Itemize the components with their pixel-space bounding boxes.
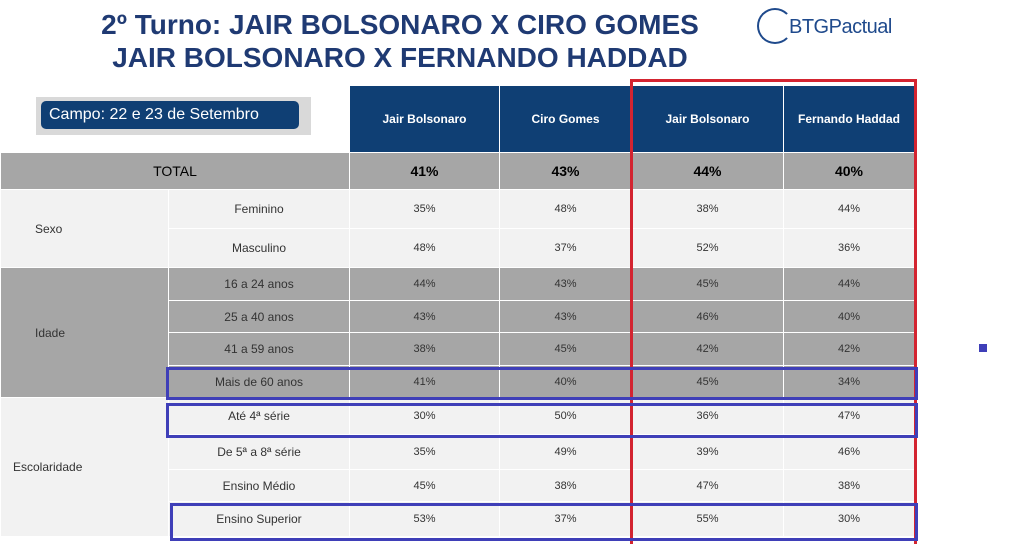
row-label: Ensino Médio: [168, 469, 350, 502]
cell-value: 37%: [499, 501, 632, 537]
cell-value: 43%: [499, 267, 632, 301]
total-value: 40%: [783, 152, 915, 190]
cell-value: 38%: [631, 189, 784, 229]
campo-box: Campo: 22 e 23 de Setembro: [36, 97, 311, 135]
cell-value: 37%: [499, 228, 632, 268]
table-row: Masculino 48% 37% 52% 36%: [1, 228, 915, 268]
cell-value: 43%: [499, 300, 632, 333]
cell-value: 34%: [783, 365, 915, 398]
cell-value: 48%: [349, 228, 500, 268]
cell-value: 41%: [349, 365, 500, 398]
group-label-idade: Idade: [0, 267, 169, 398]
cell-value: 38%: [499, 469, 632, 502]
table-row: De 5ª a 8ª série 35% 49% 39% 46%: [1, 434, 915, 470]
bullet-square-icon: [979, 344, 987, 352]
total-value: 43%: [499, 152, 632, 190]
header-row: Jair Bolsonaro Ciro Gomes Jair Bolsonaro…: [0, 85, 915, 153]
header-bolsonaro-2: Jair Bolsonaro: [631, 85, 784, 153]
cell-value: 38%: [349, 332, 500, 366]
highlight-blue-box-mais-60: [166, 367, 918, 400]
table-row: 25 a 40 anos 43% 43% 46% 40%: [1, 300, 915, 333]
highlight-blue-box-superior: [170, 503, 918, 541]
btg-logo: BTGPactual: [755, 6, 905, 50]
cell-value: 48%: [499, 189, 632, 229]
row-label: Masculino: [168, 228, 350, 268]
row-label: 16 a 24 anos: [168, 267, 350, 301]
cell-value: 35%: [349, 434, 500, 470]
cell-value: 35%: [349, 189, 500, 229]
cell-value: 45%: [631, 365, 784, 398]
cell-value: 55%: [631, 501, 784, 537]
row-label: Ensino Superior: [168, 501, 350, 537]
group-label-escolaridade: Escolaridade: [0, 397, 169, 537]
header-ciro: Ciro Gomes: [499, 85, 632, 153]
total-label: TOTAL: [0, 152, 350, 190]
cell-value: 53%: [349, 501, 500, 537]
total-value: 41%: [349, 152, 500, 190]
cell-value: 49%: [499, 434, 632, 470]
table-row: 41 a 59 anos 38% 45% 42% 42%: [1, 332, 915, 366]
row-label: 25 a 40 anos: [168, 300, 350, 333]
cell-value: 46%: [783, 434, 915, 470]
cell-value: 45%: [349, 469, 500, 502]
cell-value: 42%: [783, 332, 915, 366]
cell-value: 44%: [349, 267, 500, 301]
page-title: 2º Turno: JAIR BOLSONARO X CIRO GOMES JA…: [0, 8, 800, 74]
cell-value: 38%: [783, 469, 915, 502]
cell-value: 44%: [783, 267, 915, 301]
table-row: Idade 16 a 24 anos 44% 43% 45% 44%: [0, 267, 915, 398]
row-label: Mais de 60 anos: [168, 365, 350, 398]
title-line-1: 2º Turno: JAIR BOLSONARO X CIRO GOMES: [101, 9, 699, 40]
campo-label: Campo: 22 e 23 de Setembro: [41, 101, 299, 129]
cell-value: 52%: [631, 228, 784, 268]
cell-value: 30%: [783, 501, 915, 537]
highlight-blue-box-ate-4: [166, 403, 918, 438]
row-label: De 5ª a 8ª série: [168, 434, 350, 470]
cell-value: 42%: [631, 332, 784, 366]
highlight-red-box: [630, 79, 917, 544]
row-label: Feminino: [168, 189, 350, 229]
row-label: 41 a 59 anos: [168, 332, 350, 366]
cell-value: 44%: [783, 189, 915, 229]
cell-value: 45%: [499, 332, 632, 366]
logo-text: BTGPactual: [789, 16, 892, 38]
table-row: Ensino Superior 53% 37% 55% 30%: [1, 501, 915, 537]
table-row: Mais de 60 anos 41% 40% 45% 34%: [1, 365, 915, 398]
cell-value: 43%: [349, 300, 500, 333]
header-bolsonaro-1: Jair Bolsonaro: [349, 85, 500, 153]
title-line-2: JAIR BOLSONARO X FERNANDO HADDAD: [112, 42, 688, 73]
group-label-sexo: Sexo: [0, 189, 169, 268]
logo-circle-icon: [757, 8, 793, 44]
